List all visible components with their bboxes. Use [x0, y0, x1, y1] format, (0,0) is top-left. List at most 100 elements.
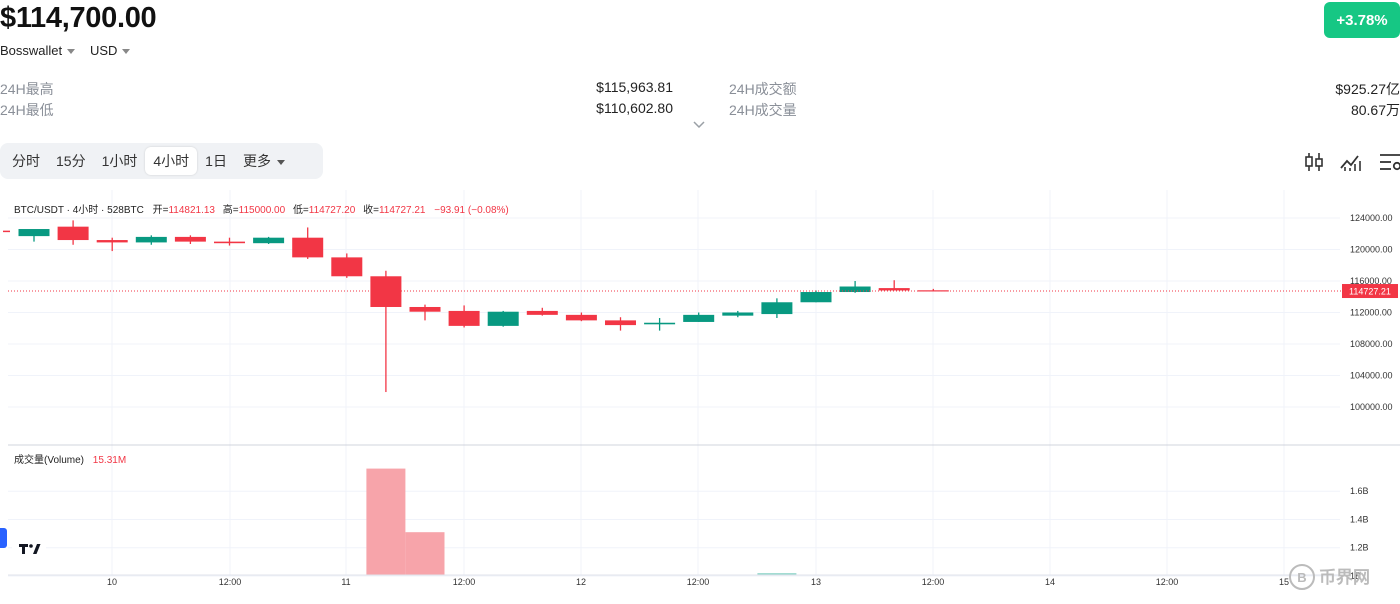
chevron-down-icon — [276, 159, 285, 165]
candle-body — [683, 314, 715, 322]
svg-text:BTC/USDT · 4小时 · 528BTC 开=: BTC/USDT · 4小时 · 528BTC 开=114821.13 高=11… — [14, 203, 509, 216]
candle-body — [331, 257, 363, 277]
price-chart[interactable]: 124000.00 120000.00 116000.00 112000.00 1080… — [0, 190, 1400, 604]
price-tick-label: 104000.00 — [1350, 371, 1393, 381]
candle-body — [800, 292, 832, 303]
volume-tick-label: 1.4B — [1350, 514, 1369, 524]
time-tick-label: 13 — [811, 577, 821, 587]
volume-bar — [366, 468, 406, 575]
volume-24h-label: 24H成交量 — [729, 102, 797, 118]
turnover-24h-value: $925.27亿 — [1335, 81, 1400, 97]
volume-value: 15.31M — [93, 455, 126, 466]
candle-body — [878, 288, 910, 291]
volume-label: 成交量(Volume) — [14, 453, 84, 466]
candle-body — [18, 229, 50, 237]
low-value: 114727.20 — [309, 205, 356, 216]
exchange-label: Bosswallet — [0, 43, 63, 58]
change-value: −93.91 (−0.08%) — [434, 205, 509, 216]
candle-body — [96, 240, 128, 243]
settings-icon[interactable] — [1378, 150, 1400, 174]
volume-tick-label: 1.2B — [1350, 543, 1369, 553]
open-label: 开= — [153, 205, 169, 216]
time-tick-label: 12:00 — [219, 577, 242, 587]
candle-body — [605, 320, 636, 326]
time-tick-label: 10 — [107, 577, 117, 587]
price-tick-label: 112000.00 — [1350, 308, 1392, 318]
candle-body — [57, 226, 89, 241]
time-tick-label: 12:00 — [687, 577, 710, 587]
chevron-down-icon — [67, 49, 76, 54]
expand-chevron-icon[interactable] — [693, 119, 705, 131]
candle-body — [174, 236, 206, 242]
chart-symbol: BTC/USDT · 4小时 · 528BTC — [14, 204, 144, 216]
candle-body — [839, 286, 871, 293]
price-tick-label: 100000.00 — [1350, 402, 1393, 412]
candlestick-icon[interactable] — [1302, 150, 1326, 174]
price-change-badge: +3.78% — [1324, 2, 1400, 38]
candle-body — [292, 237, 324, 258]
time-tick-label: 12 — [576, 577, 586, 587]
tab-more-label: 更多 — [242, 153, 271, 169]
close-value: 114727.21 — [379, 205, 426, 216]
volume-24h-value: 80.67万 — [1350, 102, 1400, 118]
svg-text:成交量(Volume) 15.31M: 成交量(Volume) 15.31M — [14, 453, 126, 466]
close-label: 收= — [363, 203, 379, 216]
last-price-label: 114727.21 — [1349, 287, 1391, 297]
exchange-selector[interactable]: Bosswallet — [0, 43, 76, 58]
chart-axes: 124000.00 120000.00 116000.00 112000.00 1080… — [8, 213, 1400, 587]
tab-4h[interactable]: 4小时 — [145, 147, 198, 175]
high-label: 高= — [223, 203, 239, 216]
candle-body — [370, 276, 402, 307]
volume-bar — [405, 532, 445, 575]
chart-grid — [8, 190, 1340, 577]
volume-bars — [366, 468, 797, 575]
low-label: 低= — [293, 203, 309, 216]
volume-tick-label: 1.6B — [1350, 486, 1369, 496]
candle-body — [644, 322, 676, 325]
svg-text:B: B — [1297, 570, 1306, 585]
price-tick-label: 124000.00 — [1350, 213, 1393, 223]
tab-1d[interactable]: 1日 — [205, 153, 227, 169]
price-tick-label: 120000.00 — [1350, 245, 1393, 255]
time-tick-label: 12:00 — [1156, 577, 1179, 587]
site-watermark: B 币界网 — [1289, 564, 1370, 590]
timeframe-tabs: 分时 15分 1小时 4小时 1日 更多 — [0, 143, 323, 179]
time-tick-label: 11 — [341, 577, 350, 587]
currency-label: USD — [90, 43, 118, 58]
volume-bar — [757, 573, 797, 575]
candle-body — [448, 310, 480, 326]
price-tick-label: 116000.00 — [1350, 276, 1392, 286]
last-price-badge — [1342, 284, 1398, 299]
time-tick-label: 12:00 — [922, 577, 945, 587]
price-tick-label: 108000.00 — [1350, 339, 1393, 349]
volume-tick-label: 1B — [1350, 571, 1361, 581]
currency-selector[interactable]: USD — [90, 43, 131, 58]
side-panel-handle[interactable] — [0, 528, 7, 548]
candle-body — [214, 241, 245, 244]
chevron-down-icon — [122, 49, 131, 54]
time-tick-label: 15 — [1279, 577, 1289, 587]
candle-body — [409, 306, 441, 312]
candle-body — [761, 302, 793, 315]
tab-15m[interactable]: 15分 — [56, 153, 86, 169]
open-value: 114821.13 — [168, 205, 215, 216]
current-price: $114,700.00 — [0, 2, 157, 34]
turnover-24h-label: 24H成交额 — [729, 81, 797, 97]
high-value: 115000.00 — [239, 205, 286, 216]
watermark-text: 币界网 — [1319, 568, 1370, 588]
high-24h-label: 24H最高 — [0, 81, 54, 97]
candle-body — [253, 237, 285, 244]
time-tick-label: 12:00 — [453, 577, 476, 587]
tab-timeline[interactable]: 分时 — [12, 153, 40, 169]
candle-body — [722, 312, 754, 316]
candle-body — [565, 314, 597, 321]
candle-body — [135, 236, 167, 243]
indicator-icon[interactable] — [1339, 150, 1363, 174]
tradingview-logo-icon[interactable] — [12, 537, 46, 561]
tab-more[interactable]: 更多 — [235, 147, 293, 175]
time-tick-label: 14 — [1045, 577, 1055, 587]
candles — [3, 220, 1342, 393]
candle-body — [526, 310, 558, 315]
low-24h-value: $110,602.80 — [596, 100, 673, 116]
tab-1h[interactable]: 1小时 — [101, 153, 138, 169]
